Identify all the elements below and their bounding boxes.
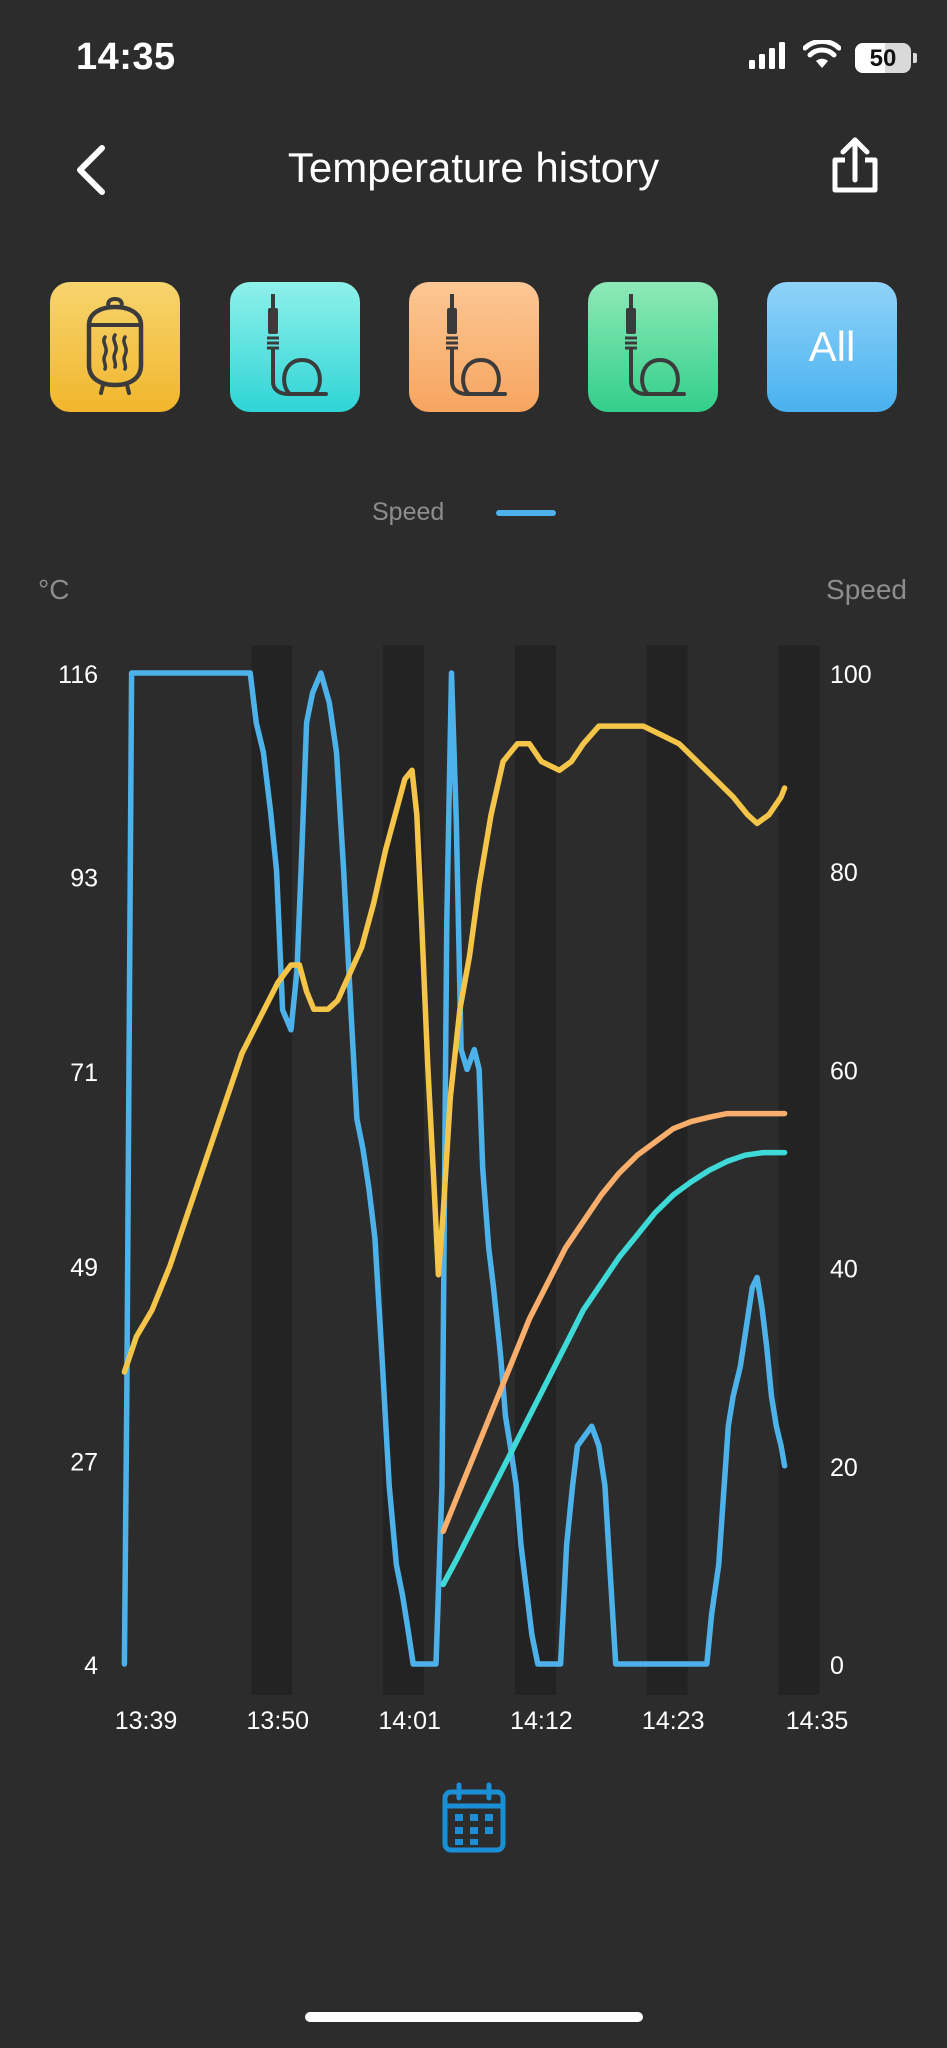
y-right-tick-label: 20	[830, 1454, 858, 1482]
wifi-icon	[802, 38, 842, 75]
x-tick-label: 13:39	[115, 1707, 178, 1730]
battery-level	[855, 42, 885, 73]
probe-selector: All	[50, 282, 897, 412]
probe-cable-icon	[429, 290, 519, 405]
probe-tile-all-label: All	[808, 323, 856, 370]
calendar-icon	[441, 1782, 507, 1858]
chart-band-4	[778, 645, 820, 1695]
nav-bar: Temperature history	[0, 130, 947, 210]
series-line-3	[440, 1149, 788, 1588]
share-button[interactable]	[819, 130, 891, 210]
legend-label: Speed	[372, 498, 445, 526]
temperature-chart[interactable]: 116 93 71 49 27 4 100 80 60 40 20 0 13:39 13:50 14:01 1…	[0, 630, 947, 1730]
y-left-tick-label: 71	[70, 1059, 98, 1087]
y-right-tick-label: 0	[830, 1652, 844, 1680]
probe-tile-ambient[interactable]	[50, 282, 180, 412]
status-bar: 14:35 50	[0, 0, 947, 120]
y-right-tick-label: 60	[830, 1057, 858, 1085]
y-axis-right-unit: Speed	[826, 574, 907, 605]
x-tick-label: 14:01	[378, 1707, 441, 1730]
status-icons: 50	[749, 38, 917, 75]
probe-tile-3[interactable]	[588, 282, 718, 412]
x-tick-label: 13:50	[247, 1707, 310, 1730]
series-line-0	[121, 670, 788, 1667]
series-line-1	[121, 723, 788, 1375]
chart-legend: Speed	[372, 498, 557, 527]
back-button[interactable]	[62, 130, 122, 210]
status-time: 14:35	[76, 36, 176, 78]
probe-tile-all[interactable]: All	[767, 282, 897, 412]
y-left-tick-label: 49	[70, 1254, 98, 1282]
y-axis-left-unit: °C	[38, 574, 70, 605]
calendar-button[interactable]	[441, 1782, 507, 1854]
probe-cable-icon	[608, 290, 698, 405]
probe-tile-1[interactable]	[230, 282, 360, 412]
series-line-2	[440, 1110, 788, 1535]
cellular-signal-icon	[749, 41, 789, 74]
x-tick-label: 14:35	[786, 1707, 849, 1730]
probe-tile-2[interactable]	[409, 282, 539, 412]
x-tick-label: 14:12	[510, 1707, 573, 1730]
y-left-tick-label: 93	[70, 865, 98, 893]
y-right-tick-label: 100	[830, 661, 872, 689]
chevron-left-icon	[62, 145, 122, 214]
y-right-tick-label: 80	[830, 859, 858, 887]
x-tick-label: 14:23	[642, 1707, 705, 1730]
y-left-tick-label: 27	[70, 1448, 98, 1476]
battery-percent: 50	[869, 44, 897, 72]
y-left-tick-label: 116	[58, 661, 98, 689]
chart-band-3	[646, 645, 688, 1695]
chart-band-2	[515, 645, 556, 1695]
y-left-tick-label: 4	[84, 1652, 98, 1680]
battery-icon: 50	[855, 42, 917, 73]
home-indicator	[305, 2012, 643, 2022]
probe-cable-icon	[250, 290, 340, 405]
legend-swatch	[496, 509, 557, 516]
share-icon	[819, 137, 891, 214]
page-title: Temperature history	[287, 144, 660, 191]
grill-icon	[75, 295, 155, 400]
y-right-tick-label: 40	[830, 1256, 858, 1284]
